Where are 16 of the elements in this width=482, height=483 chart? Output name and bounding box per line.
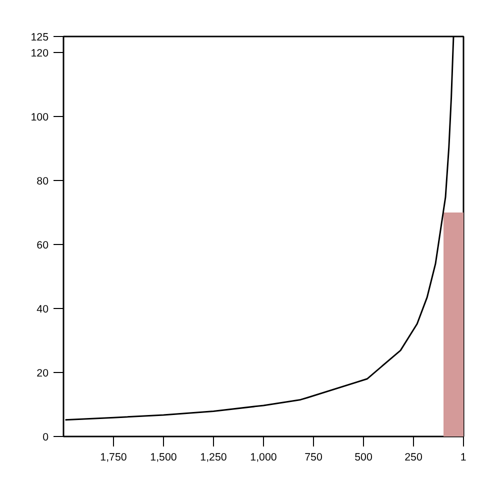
x-tick-label: 1,250 [200,452,227,464]
y-tick-label: 0 [42,432,49,444]
x-tick-label: 1,750 [100,452,127,464]
x-tick-label: 1,000 [250,452,277,464]
y-tick-label: 80 [36,176,49,188]
x-tick-label: 750 [304,452,322,464]
y-tick-label: 60 [36,240,49,252]
y-tick-label: 100 [30,112,49,124]
y-tick-label: 125 [30,32,49,44]
y-tick-label: 120 [30,48,49,60]
x-tick-label: 1,500 [150,452,177,464]
y-tick-label: 20 [36,368,49,380]
x-tick-label: 1 [460,452,466,464]
x-tick-label: 500 [354,452,372,464]
x-tick-label: 250 [404,452,422,464]
y-tick-label: 40 [36,304,49,316]
